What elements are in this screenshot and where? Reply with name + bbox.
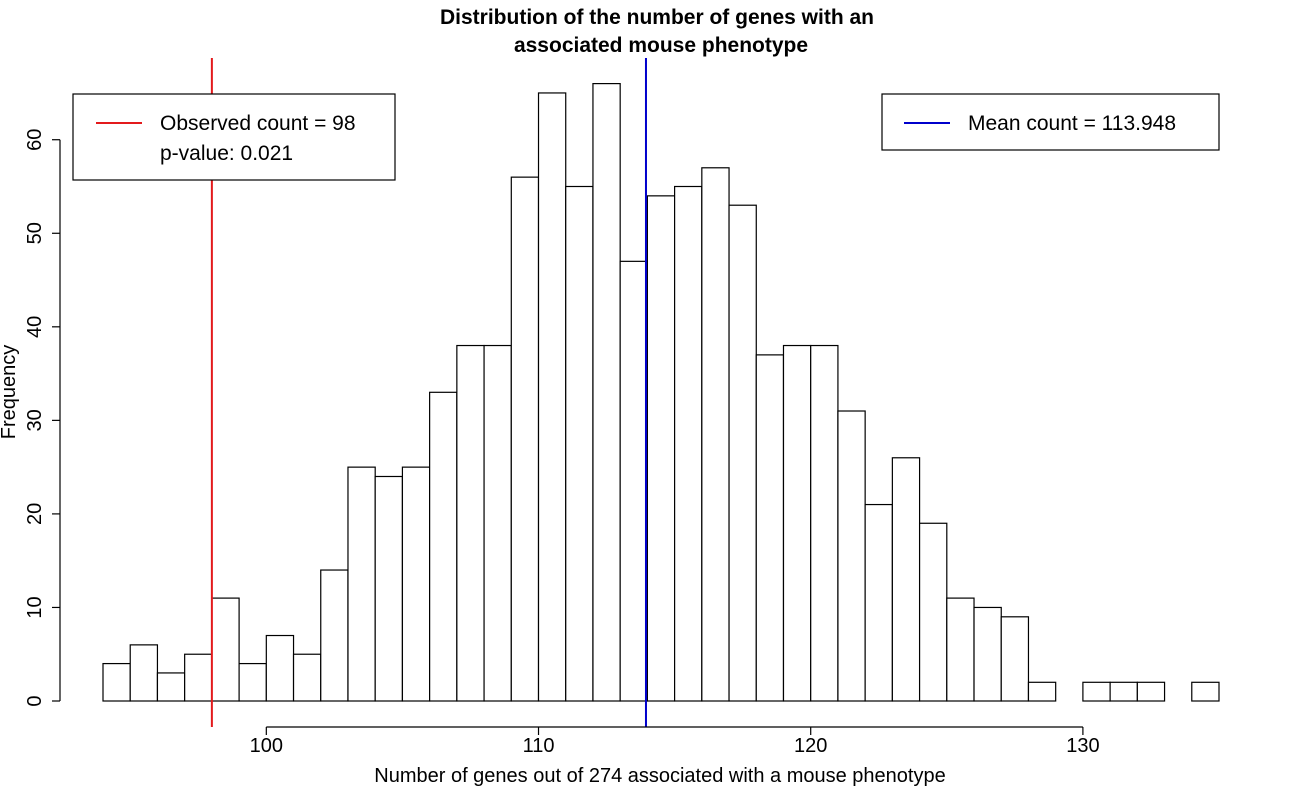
- axes: 100 110 120 130 0 10 20 30 40 50 60: [24, 129, 1100, 757]
- histogram-bar: [1109, 681, 1138, 702]
- histogram-bar: [646, 195, 676, 702]
- x-tick-label: 120: [794, 735, 827, 757]
- histogram-bar: [674, 185, 703, 702]
- y-tick-label: 30: [24, 409, 46, 431]
- histogram-bar: [537, 92, 567, 702]
- histogram-bar: [946, 597, 975, 702]
- histogram-bar: [1000, 616, 1030, 702]
- y-tick-label: 10: [24, 596, 46, 618]
- histogram-bar: [483, 344, 512, 702]
- histogram-bar: [429, 391, 458, 702]
- chart-title-line-1: Distribution of the number of genes with…: [440, 6, 874, 29]
- histogram-bars: [102, 82, 1220, 702]
- histogram-bar: [1082, 681, 1111, 702]
- histogram-bar: [619, 260, 648, 702]
- histogram-bar: [374, 475, 404, 702]
- histogram-bar: [129, 644, 159, 702]
- histogram-bar: [292, 653, 322, 702]
- histogram-bar: [592, 82, 621, 702]
- histogram-bar: [211, 597, 240, 702]
- y-axis-label: Frequency: [0, 345, 20, 440]
- y-tick-label: 0: [24, 695, 46, 706]
- legend-entry-text: Observed count = 98: [160, 112, 356, 135]
- histogram-bar: [1191, 681, 1220, 702]
- histogram-bar: [102, 662, 131, 702]
- chart-title-line-2: associated mouse phenotype: [514, 34, 808, 57]
- histogram-bar: [1136, 681, 1166, 702]
- histogram-bar: [1027, 681, 1057, 702]
- histogram-bar: [864, 503, 893, 702]
- y-tick-label: 40: [24, 316, 46, 338]
- histogram-bar: [565, 185, 594, 702]
- histogram-bar: [238, 662, 267, 702]
- histogram-bar: [891, 457, 921, 702]
- legends: Observed count = 98 p-value: 0.021 Mean co…: [72, 93, 1220, 181]
- histogram-bar: [184, 653, 213, 702]
- histogram-bar: [755, 354, 785, 702]
- y-tick-label: 20: [24, 503, 46, 525]
- histogram-bar: [918, 522, 948, 702]
- histogram-bar: [320, 569, 349, 702]
- histogram-bar: [810, 344, 839, 702]
- legend-entry-text: Mean count = 113.948: [968, 112, 1176, 135]
- legend-entry-text: p-value: 0.021: [160, 142, 293, 165]
- x-axis-label: Number of genes out of 274 associated wi…: [374, 765, 945, 787]
- histogram-bar: [837, 410, 866, 702]
- y-tick-label: 60: [24, 129, 46, 151]
- histogram-bar: [456, 344, 485, 702]
- histogram-bar: [701, 167, 730, 702]
- legend-box: [72, 93, 396, 181]
- x-tick-label: 100: [250, 735, 283, 757]
- histogram-bar: [728, 204, 757, 702]
- histogram-bar: [156, 672, 186, 702]
- histogram-bar: [973, 606, 1002, 702]
- histogram-bar: [510, 176, 540, 702]
- x-tick-label: 110: [523, 735, 555, 757]
- x-tick-label: 130: [1066, 735, 1099, 757]
- histogram-bar: [265, 634, 295, 702]
- histogram-bar: [347, 466, 376, 702]
- histogram-bar: [782, 344, 812, 702]
- y-tick-label: 50: [24, 222, 46, 244]
- histogram-bar: [401, 466, 431, 702]
